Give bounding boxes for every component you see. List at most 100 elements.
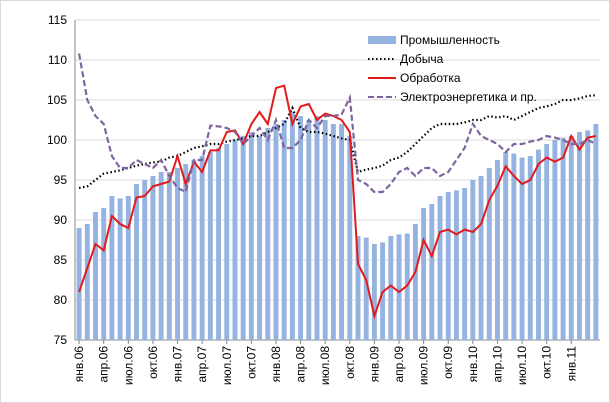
x-tick-label: июл.09 bbox=[417, 346, 431, 385]
bar bbox=[306, 120, 312, 340]
bar bbox=[560, 137, 566, 340]
bar bbox=[273, 124, 279, 340]
x-tick-label: апр.06 bbox=[97, 346, 111, 383]
y-tick-label: 105 bbox=[47, 93, 67, 107]
series-line bbox=[78, 53, 597, 194]
x-tick-label: янв.06 bbox=[72, 346, 86, 383]
bar bbox=[585, 130, 591, 340]
x-tick-label: янв.08 bbox=[269, 346, 283, 383]
bar bbox=[142, 180, 148, 340]
bar bbox=[527, 156, 533, 340]
bar bbox=[76, 228, 82, 340]
bar bbox=[503, 152, 509, 340]
bar bbox=[134, 184, 139, 340]
x-tick-label: янв.11 bbox=[564, 346, 578, 382]
y-tick-label: 95 bbox=[54, 173, 68, 187]
bar bbox=[453, 190, 459, 340]
bar bbox=[257, 136, 263, 340]
bar bbox=[232, 140, 238, 340]
x-tick-label: янв.07 bbox=[171, 346, 185, 383]
legend-label: Электроэнергетика и пр. bbox=[400, 90, 537, 104]
x-tick-label: июл.08 bbox=[318, 346, 332, 385]
bar bbox=[363, 237, 369, 340]
series-line bbox=[78, 84, 597, 320]
bar bbox=[486, 168, 492, 340]
bar bbox=[281, 120, 287, 340]
legend-swatch bbox=[368, 36, 396, 44]
bar bbox=[412, 224, 418, 340]
y-tick-label: 90 bbox=[54, 213, 68, 227]
x-tick-label: апр.10 bbox=[490, 346, 504, 383]
bar bbox=[388, 236, 394, 340]
bar bbox=[125, 196, 131, 340]
bar bbox=[371, 244, 377, 340]
y-tick-label: 80 bbox=[54, 293, 68, 307]
y-tick-label: 110 bbox=[48, 53, 67, 67]
bar bbox=[355, 236, 361, 340]
bar bbox=[593, 124, 599, 340]
bar bbox=[191, 160, 197, 340]
bar bbox=[568, 136, 574, 340]
bar bbox=[289, 112, 295, 340]
x-tick-label: апр.07 bbox=[195, 346, 209, 383]
bar bbox=[248, 132, 254, 340]
bar bbox=[216, 148, 222, 340]
y-tick-label: 115 bbox=[48, 13, 67, 27]
bar bbox=[536, 149, 541, 340]
bar bbox=[478, 176, 484, 340]
bar bbox=[322, 120, 328, 340]
bar bbox=[552, 140, 558, 340]
bar bbox=[429, 204, 435, 340]
y-tick-label: 75 bbox=[54, 333, 68, 347]
bar bbox=[437, 196, 443, 340]
bar bbox=[199, 156, 205, 340]
x-tick-label: окт.06 bbox=[146, 346, 160, 379]
bar bbox=[421, 208, 427, 340]
bar bbox=[84, 224, 90, 340]
x-tick-label: апр.09 bbox=[392, 346, 406, 383]
bar bbox=[93, 212, 98, 340]
x-tick-label: окт.07 bbox=[244, 346, 258, 379]
x-tick-label: июл.06 bbox=[121, 346, 135, 385]
x-tick-label: окт.09 bbox=[441, 346, 455, 379]
bar bbox=[577, 132, 582, 340]
bar bbox=[347, 136, 353, 340]
bar bbox=[339, 124, 345, 340]
bar bbox=[109, 196, 115, 340]
y-tick-label: 100 bbox=[47, 133, 67, 147]
bar bbox=[396, 234, 402, 340]
x-tick-label: окт.08 bbox=[343, 346, 357, 379]
legend-label: Добыча bbox=[400, 52, 444, 66]
x-tick-label: апр.08 bbox=[294, 346, 308, 383]
bar bbox=[330, 124, 336, 340]
x-tick-label: окт.10 bbox=[540, 346, 554, 379]
bar bbox=[462, 188, 468, 340]
bar bbox=[495, 160, 500, 340]
bar bbox=[101, 208, 107, 340]
bar bbox=[519, 157, 525, 340]
bar bbox=[265, 128, 271, 340]
bar bbox=[117, 198, 123, 340]
x-tick-label: июл.10 bbox=[515, 346, 529, 385]
bar bbox=[470, 180, 476, 340]
x-tick-label: июл.07 bbox=[220, 346, 234, 385]
bar bbox=[314, 116, 320, 340]
bar bbox=[544, 144, 550, 340]
bar bbox=[158, 172, 164, 340]
bar bbox=[150, 176, 156, 340]
bar bbox=[224, 144, 230, 340]
bar bbox=[445, 192, 451, 340]
y-tick-label: 85 bbox=[54, 253, 68, 267]
bar bbox=[166, 172, 172, 340]
bar bbox=[207, 152, 213, 340]
legend-label: Промышленность bbox=[400, 33, 500, 47]
legend-label: Обработка bbox=[400, 71, 461, 85]
bar bbox=[183, 164, 189, 340]
bar bbox=[298, 116, 304, 340]
series-line bbox=[78, 94, 597, 190]
bar bbox=[175, 168, 180, 340]
bar bbox=[511, 153, 517, 340]
x-tick-label: янв.09 bbox=[367, 346, 381, 383]
